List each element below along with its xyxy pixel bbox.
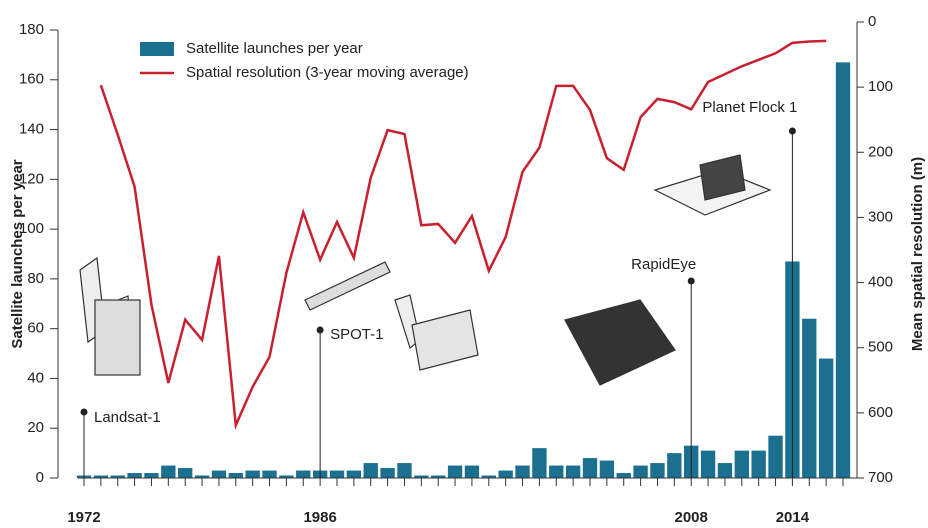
- bar: [464, 465, 480, 478]
- x-tick-label: 1972: [67, 509, 100, 526]
- y2-tick-label: 500: [868, 339, 893, 356]
- bar: [802, 318, 817, 478]
- bar: [481, 475, 496, 478]
- bar: [262, 470, 277, 478]
- bar: [127, 473, 142, 478]
- x-tick-label: 1986: [303, 509, 336, 526]
- annotation-dot: [788, 127, 796, 135]
- bar: [380, 468, 395, 478]
- bar: [700, 450, 716, 478]
- bar: [194, 475, 210, 478]
- annotation-dot: [687, 277, 695, 285]
- bar: [650, 463, 665, 478]
- satellite-illustrations: [79, 154, 772, 386]
- bar: [228, 473, 243, 478]
- y2-tick-label: 700: [868, 469, 893, 486]
- annotation-dot: [80, 408, 88, 416]
- bar: [549, 465, 564, 478]
- y2-tick-label: 0: [868, 13, 876, 30]
- bar: [161, 465, 176, 478]
- y2-axis-title: Mean spatial resolution (m): [909, 157, 926, 351]
- bar: [667, 453, 682, 478]
- x-tick-label: 2014: [776, 509, 810, 526]
- y-tick-label: 180: [19, 21, 44, 38]
- legend-swatch: [140, 42, 174, 56]
- bar: [717, 463, 733, 478]
- bar: [414, 475, 429, 478]
- bar: [532, 448, 547, 478]
- y-tick-label: 20: [27, 419, 44, 436]
- annotation-dot: [316, 326, 324, 334]
- bar: [818, 358, 834, 478]
- bar: [565, 465, 581, 478]
- bar: [768, 435, 783, 478]
- bar: [835, 62, 851, 478]
- bar: [498, 470, 513, 478]
- y2-tick-label: 600: [868, 404, 893, 421]
- y2-tick-label: 100: [868, 78, 893, 95]
- bar: [110, 475, 125, 478]
- bar: [582, 458, 598, 478]
- bar: [346, 470, 362, 478]
- bar: [279, 475, 294, 478]
- y2-tick-label: 400: [868, 274, 893, 291]
- legend-label: Spatial resolution (3-year moving averag…: [186, 64, 469, 81]
- y2-tick-label: 200: [868, 143, 893, 160]
- annotation-label: Planet Flock 1: [702, 99, 797, 116]
- y-tick-label: 0: [36, 469, 44, 486]
- y-tick-label: 140: [19, 121, 44, 138]
- annotation-label: SPOT-1: [330, 326, 383, 343]
- bar: [616, 473, 631, 478]
- y-tick-label: 80: [27, 270, 44, 287]
- y-tick-label: 100: [19, 220, 44, 237]
- bar: [397, 463, 412, 478]
- bar: [329, 470, 345, 478]
- y2-tick-label: 300: [868, 208, 893, 225]
- bar: [751, 450, 766, 478]
- bar: [447, 465, 463, 478]
- x-tick-label: 2008: [675, 509, 708, 526]
- bar: [144, 473, 159, 478]
- y-axis-title: Satellite launches per year: [9, 159, 26, 348]
- y-tick-label: 40: [27, 369, 44, 386]
- annotation-label: RapidEye: [631, 256, 696, 273]
- bar: [363, 463, 378, 478]
- legend-label: Satellite launches per year: [186, 40, 363, 57]
- bar: [296, 470, 311, 478]
- bar: [633, 465, 648, 478]
- bar: [93, 475, 109, 478]
- bar: [178, 468, 193, 478]
- y-tick-label: 120: [19, 170, 44, 187]
- bar: [734, 450, 749, 478]
- bar: [515, 465, 530, 478]
- bar: [431, 475, 446, 478]
- annotation-label: Landsat-1: [94, 409, 161, 426]
- resolution-line: [99, 39, 827, 431]
- bar: [599, 460, 615, 478]
- bar: [211, 470, 227, 478]
- y-tick-label: 160: [19, 71, 44, 88]
- bar: [245, 470, 260, 478]
- y-tick-label: 60: [27, 320, 44, 337]
